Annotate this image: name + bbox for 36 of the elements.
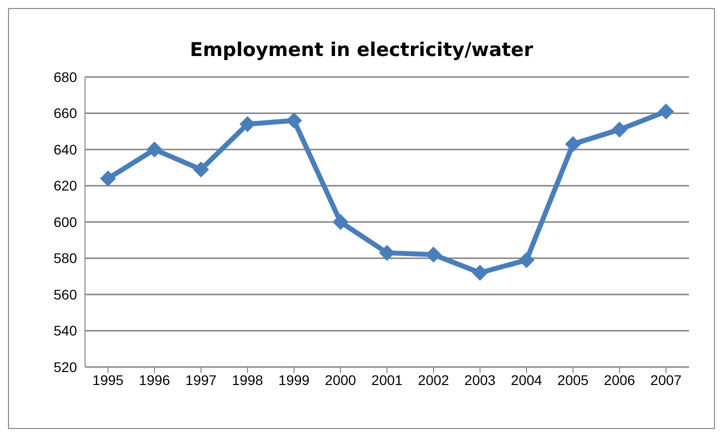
point <box>146 142 162 158</box>
x-tick-label: 1999 <box>278 372 310 388</box>
point <box>100 170 116 186</box>
x-tick-label: 2007 <box>650 372 682 388</box>
x-tick-label: 2001 <box>371 372 403 388</box>
y-tick-label: 560 <box>54 286 78 302</box>
x-tick-label: 1996 <box>138 372 170 388</box>
point <box>240 116 256 132</box>
y-tick-label: 580 <box>54 250 78 266</box>
y-tick-label: 680 <box>54 68 78 85</box>
point <box>379 244 395 261</box>
x-tick-label: 2004 <box>510 372 542 388</box>
point <box>472 264 488 281</box>
point <box>332 214 348 230</box>
point <box>565 136 581 152</box>
y-tick-label: 640 <box>54 141 78 158</box>
x-tick-label: 2000 <box>324 372 356 388</box>
point <box>193 161 209 178</box>
point <box>658 103 674 120</box>
x-tick-label: 1997 <box>185 372 217 388</box>
y-tick-label: 600 <box>54 214 78 230</box>
point <box>612 122 628 138</box>
y-tick-label: 660 <box>54 105 78 122</box>
x-tick-label: 1995 <box>92 372 124 388</box>
x-tick-label: 1998 <box>232 372 264 388</box>
x-tick-label: 2003 <box>464 372 496 388</box>
point <box>286 112 302 128</box>
x-tick-label: 2002 <box>418 372 450 388</box>
x-tick-label: 2006 <box>604 372 636 388</box>
y-tick-label: 540 <box>54 322 78 339</box>
x-tick-label: 2005 <box>557 372 589 388</box>
point <box>426 246 442 263</box>
chart-title: Employment in electricity/water <box>188 39 534 63</box>
y-tick-label: 520 <box>54 358 78 375</box>
y-tick-label: 620 <box>54 178 78 194</box>
point <box>518 252 534 268</box>
